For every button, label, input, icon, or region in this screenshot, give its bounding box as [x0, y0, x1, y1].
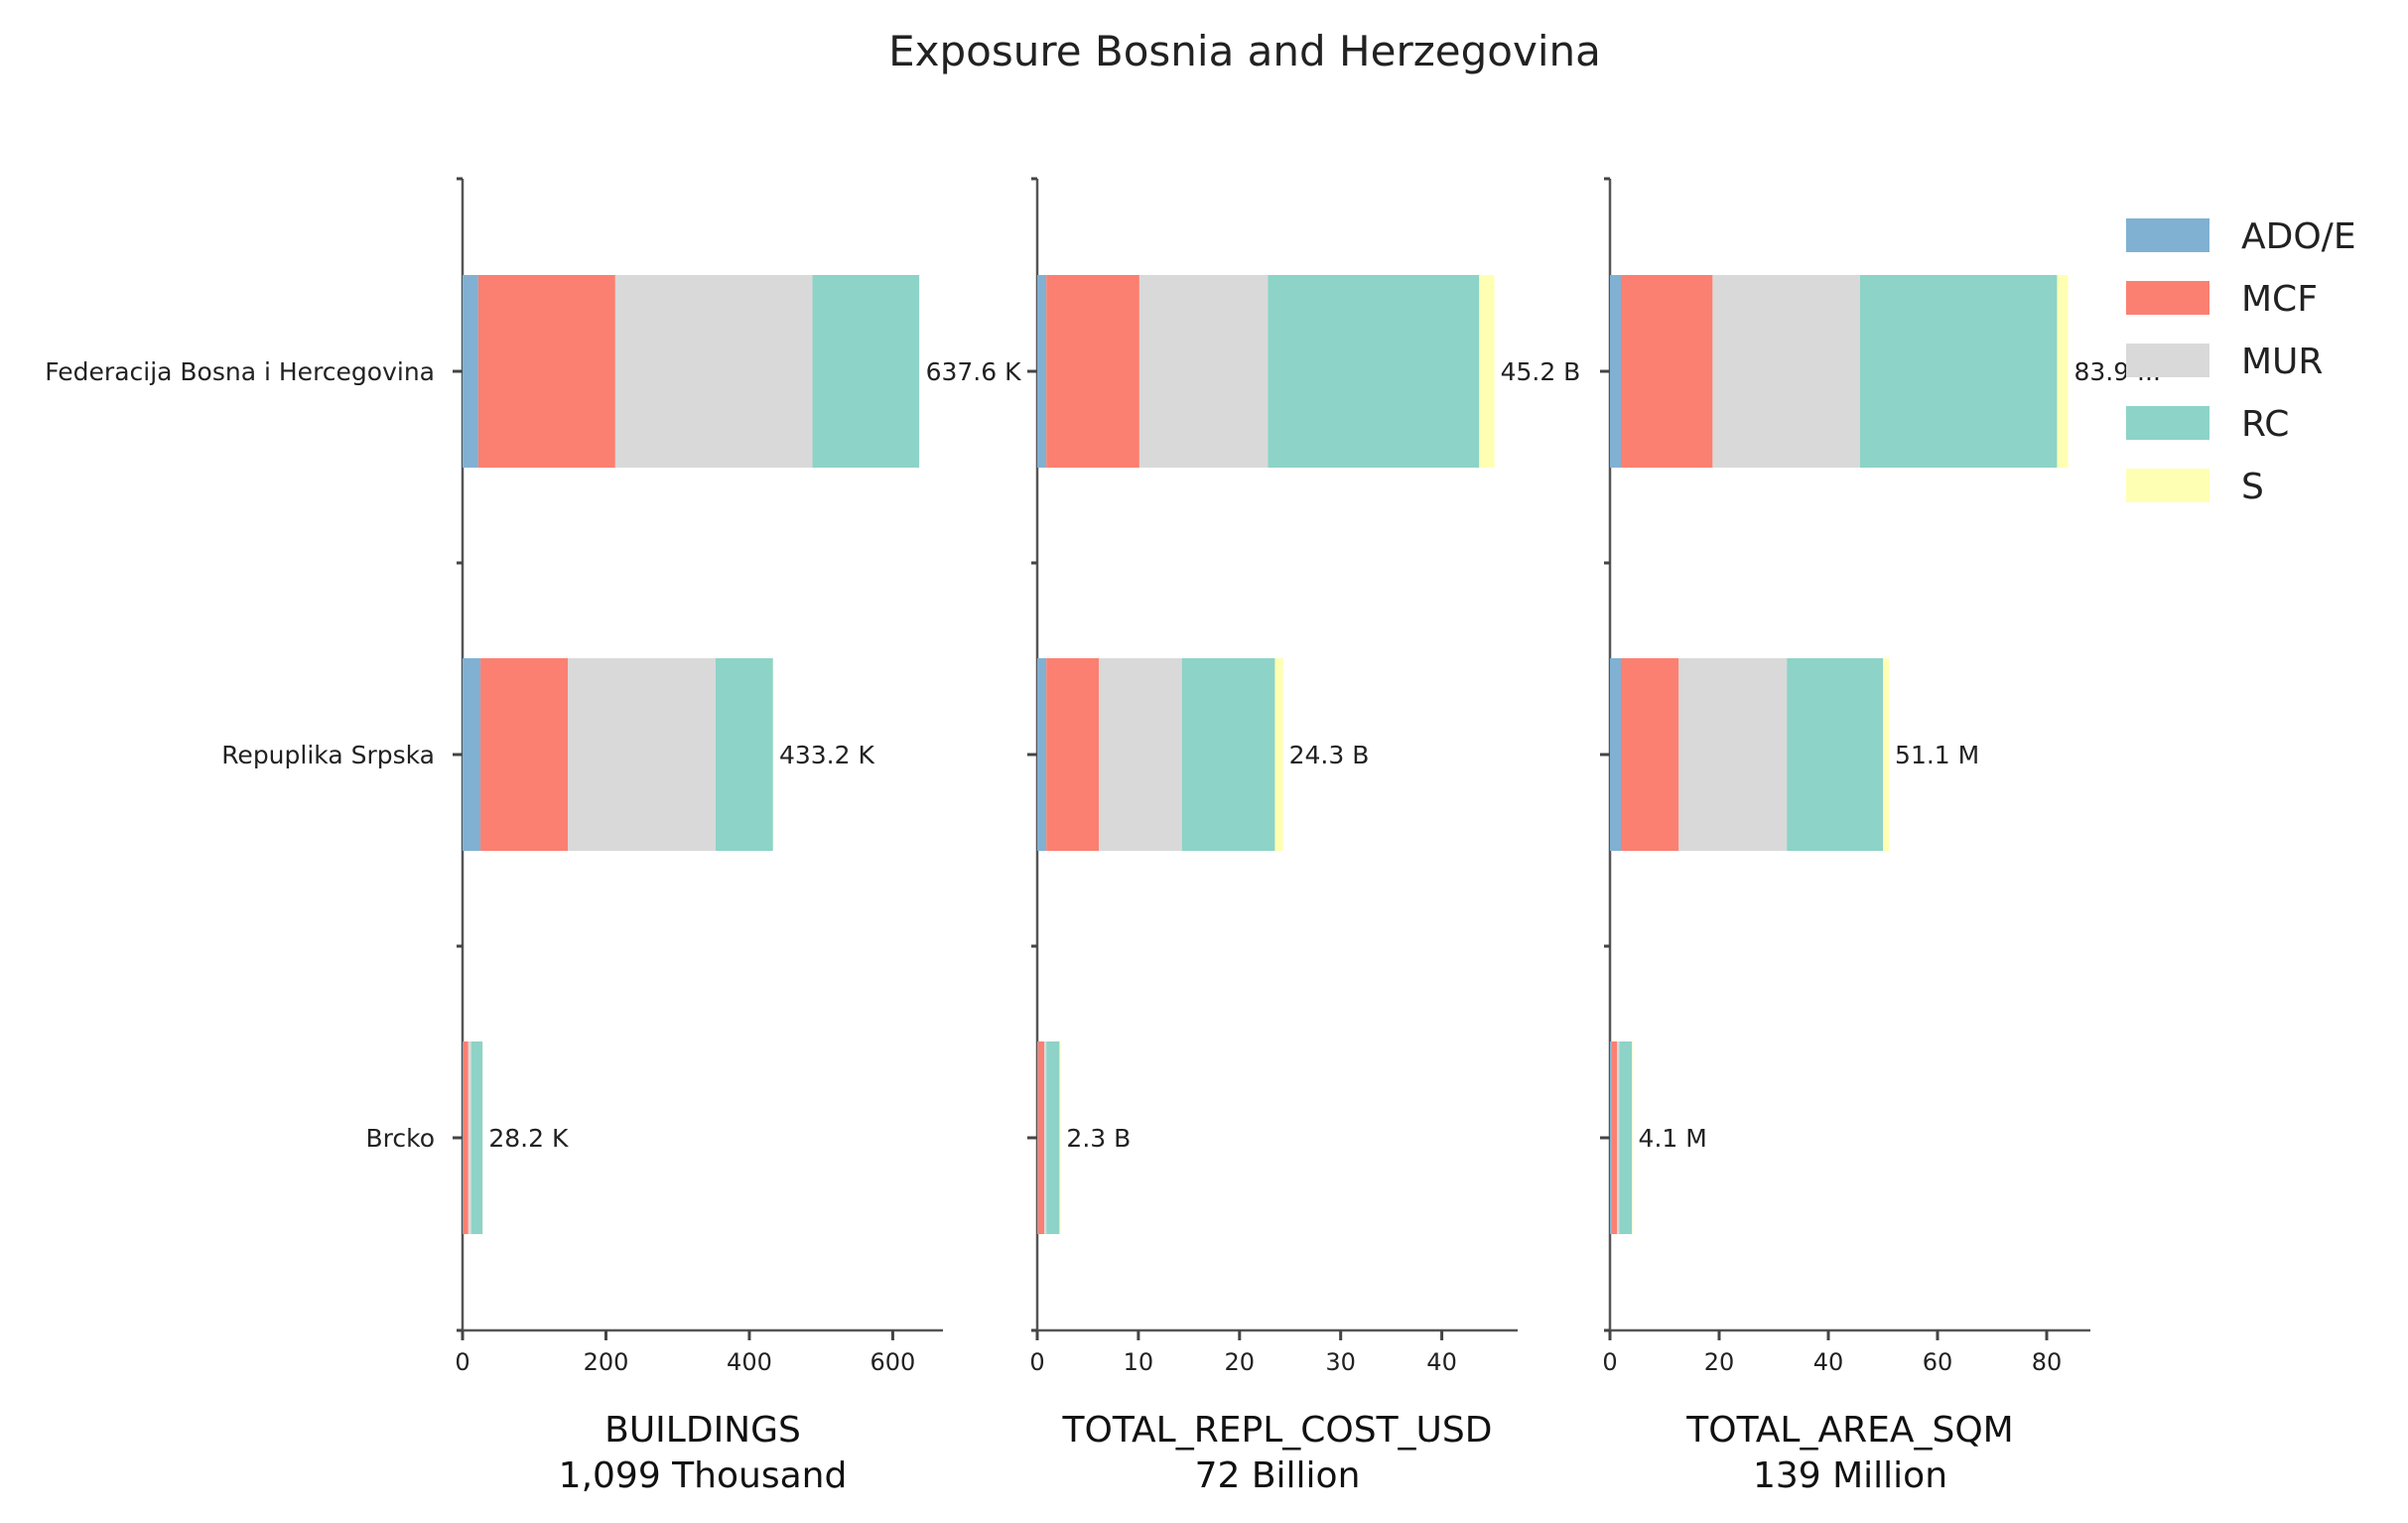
bar-ado-e-brcko	[1610, 1041, 1612, 1234]
x-tick-label: 0	[455, 1348, 469, 1376]
legend-swatch	[2126, 406, 2209, 440]
legend-item: S	[2126, 467, 2264, 507]
x-tick-label: 200	[584, 1348, 629, 1376]
bar-ado-e-brcko	[1037, 1041, 1039, 1234]
x-tick-label: 40	[1813, 1348, 1844, 1376]
x-axis-label: TOTAL_AREA_SQM	[1685, 1410, 2013, 1451]
bar-rc-srpska	[1787, 658, 1883, 851]
legend-item: ADO/E	[2126, 216, 2356, 257]
bar-mcf-brcko	[1611, 1041, 1618, 1234]
bar-rc-federacija	[812, 275, 920, 468]
legend-item: MUR	[2126, 342, 2323, 382]
bar-total-label: 433.2 K	[779, 741, 875, 769]
x-axis-label: BUILDINGS	[604, 1410, 801, 1451]
legend-swatch	[2126, 344, 2209, 377]
x-axis-label: TOTAL_REPL_COST_USD	[1062, 1410, 1493, 1451]
bar-mcf-brcko	[1038, 1041, 1045, 1234]
y-tick-label: Repuplika Srpska	[221, 741, 435, 769]
bar-s-brcko	[1059, 1041, 1061, 1234]
bar-mur-srpska	[1678, 658, 1788, 851]
legend-swatch	[2126, 218, 2209, 252]
bar-ado-e-brcko	[463, 1041, 464, 1234]
bar-mcf-federacija	[1046, 275, 1139, 468]
y-tick-label: Brcko	[365, 1124, 435, 1153]
bar-s-srpska	[1883, 658, 1890, 851]
y-tick-label: Federacija Bosna i Hercegovina	[45, 357, 435, 386]
bar-rc-federacija	[1268, 275, 1480, 468]
bar-rc-srpska	[716, 658, 773, 851]
bar-mur-brcko	[1617, 1041, 1620, 1234]
bar-total-label: 51.1 M	[1895, 741, 1979, 769]
bar-mur-brcko	[468, 1041, 471, 1234]
bar-s-srpska	[1274, 658, 1283, 851]
legend-label: ADO/E	[2241, 216, 2356, 257]
bar-mcf-srpska	[480, 658, 569, 851]
bar-mcf-srpska	[1046, 658, 1100, 851]
bar-s-brcko	[1632, 1041, 1633, 1234]
bar-mcf-federacija	[1621, 275, 1713, 468]
bar-rc-srpska	[1181, 658, 1275, 851]
bar-ado-e-srpska	[1037, 658, 1047, 851]
bar-total-label: 637.6 K	[926, 357, 1022, 386]
legend-label: MCF	[2241, 279, 2318, 320]
bar-s-federacija	[1479, 275, 1495, 468]
bar-rc-brcko	[1046, 1041, 1060, 1234]
x-tick-label: 20	[1704, 1348, 1735, 1376]
bar-mcf-brcko	[463, 1041, 468, 1234]
bar-rc-brcko	[470, 1041, 483, 1234]
chart-title: Exposure Bosnia and Herzegovina	[888, 27, 1601, 75]
x-tick-label: 30	[1325, 1348, 1356, 1376]
bar-ado-e-srpska	[1610, 658, 1621, 851]
bar-total-label: 45.2 B	[1501, 357, 1581, 386]
bar-rc-federacija	[1859, 275, 2058, 468]
legend-item: MCF	[2126, 279, 2318, 320]
bar-mur-srpska	[1099, 658, 1182, 851]
x-tick-label: 0	[1029, 1348, 1044, 1376]
bar-ado-e-srpska	[463, 658, 481, 851]
x-tick-label: 400	[727, 1348, 772, 1376]
legend-label: RC	[2241, 404, 2289, 445]
x-tick-label: 0	[1602, 1348, 1617, 1376]
bar-mur-federacija	[1712, 275, 1860, 468]
bar-total-label: 2.3 B	[1066, 1124, 1131, 1153]
legend-label: S	[2241, 467, 2264, 507]
legend-swatch	[2126, 469, 2209, 502]
legend: ADO/E MCF MUR RC S	[2126, 216, 2356, 507]
bar-ado-e-federacija	[463, 275, 478, 468]
x-axis-total: 139 Million	[1753, 1455, 1947, 1496]
legend-label: MUR	[2241, 342, 2323, 382]
bar-total-label: 24.3 B	[1289, 741, 1370, 769]
x-axis-total: 1,099 Thousand	[559, 1455, 848, 1496]
bar-mur-federacija	[1138, 275, 1269, 468]
bar-mur-brcko	[1044, 1041, 1047, 1234]
bar-mur-federacija	[614, 275, 813, 468]
x-axis-total: 72 Billion	[1195, 1455, 1361, 1496]
bar-rc-brcko	[1619, 1041, 1632, 1234]
bar-mcf-srpska	[1621, 658, 1679, 851]
bar-ado-e-federacija	[1037, 275, 1047, 468]
x-tick-label: 60	[1923, 1348, 1953, 1376]
bar-mcf-federacija	[477, 275, 615, 468]
legend-item: RC	[2126, 404, 2289, 445]
bar-s-federacija	[2057, 275, 2069, 468]
x-tick-label: 600	[870, 1348, 916, 1376]
x-tick-label: 20	[1225, 1348, 1256, 1376]
bar-mur-srpska	[568, 658, 717, 851]
bar-total-label: 4.1 M	[1639, 1124, 1707, 1153]
x-tick-label: 10	[1124, 1348, 1154, 1376]
x-tick-label: 40	[1426, 1348, 1457, 1376]
bar-ado-e-federacija	[1610, 275, 1621, 468]
bar-total-label: 28.2 K	[488, 1124, 569, 1153]
legend-swatch	[2126, 281, 2209, 315]
x-tick-label: 80	[2032, 1348, 2063, 1376]
